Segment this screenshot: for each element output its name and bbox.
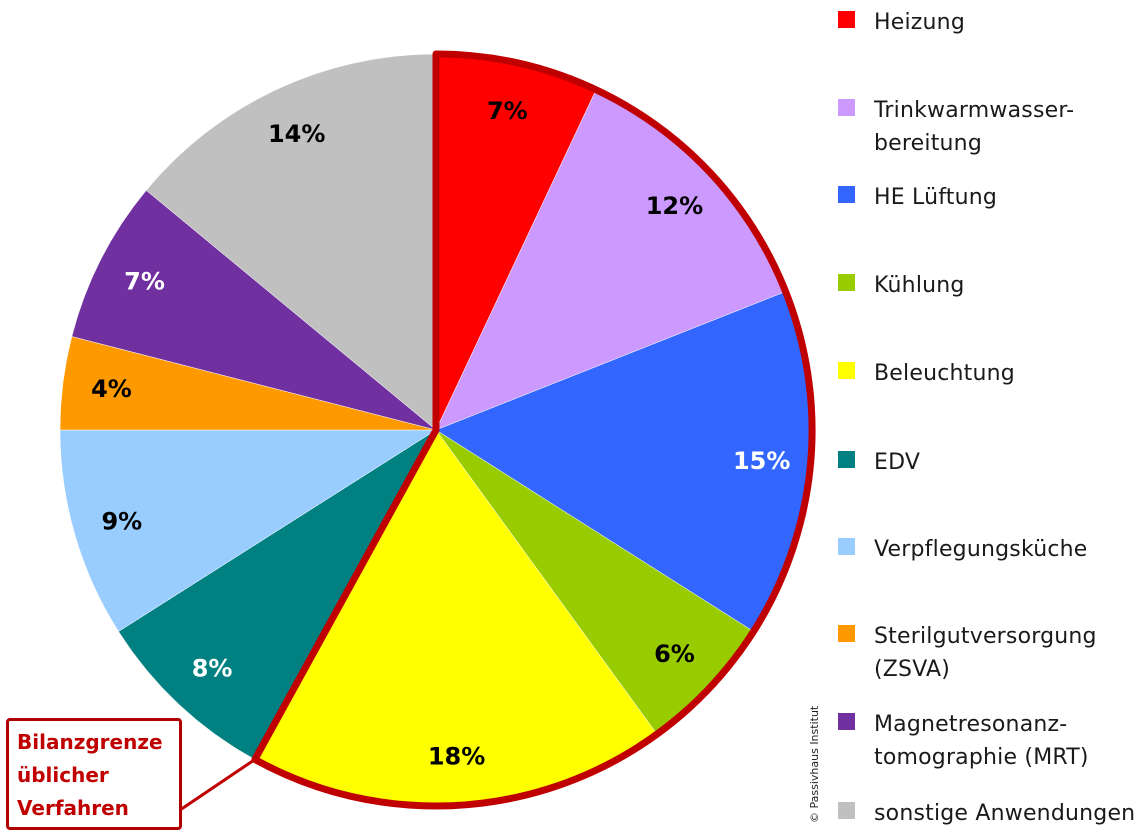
legend-label: Kühlung (874, 273, 965, 298)
slice-edv (118, 429, 437, 760)
pie-slices (59, 53, 813, 807)
legend-swatch (838, 362, 855, 379)
slice-value-label-kühlung: 6% (654, 640, 695, 668)
legend-item-magnetresonanz-tomographie-mrt: Magnetresonanz- tomographie (MRT) (838, 708, 1089, 774)
legend-item-trinkwarmwasser-bereitung: Trinkwarmwasser- bereitung (838, 94, 1074, 160)
slice-verpflegungsküche (59, 429, 437, 632)
legend-label: EDV (874, 450, 921, 475)
legend-item-sonstige-anwendungen: sonstige Anwendungen (838, 797, 1135, 830)
legend-item-edv: EDV (838, 446, 920, 479)
legend-label: HE Lüftung (874, 185, 998, 210)
legend-swatch (838, 274, 855, 291)
legend-item-kühlung: Kühlung (838, 269, 965, 302)
boundary-outline (251, 50, 816, 810)
legend-label: Verpflegungsküche (874, 537, 1088, 562)
slice-value-label-beleuchtung: 18% (428, 742, 485, 770)
slice-value-label-trinkwarmwasser-bereitung: 12% (646, 192, 703, 220)
legend-swatch (838, 186, 855, 203)
legend-item-he-lüftung: HE Lüftung (838, 181, 997, 214)
slice-value-label-magnetresonanz-tomographie-mrt: 7% (124, 267, 165, 295)
legend-item-verpflegungsküche: Verpflegungsküche (838, 533, 1088, 566)
slice-value-label-heizung: 7% (487, 97, 528, 125)
slice-value-label-sonstige-anwendungen: 14% (268, 120, 325, 148)
legend-swatch (838, 538, 855, 555)
slice-value-label-sterilgutversorgung-zsva: 4% (91, 375, 132, 403)
legend-swatch (838, 11, 855, 28)
callout-pointer (179, 758, 256, 812)
slice-value-label-edv: 8% (192, 654, 233, 682)
legend-label: Trinkwarmwasser- bereitung (874, 98, 1075, 156)
legend-swatch (838, 451, 855, 468)
legend-swatch (838, 99, 855, 116)
legend-label: sonstige Anwendungen (874, 801, 1136, 826)
slice-value-label-he-lüftung: 15% (733, 447, 790, 475)
legend-label: Beleuchtung (874, 361, 1015, 386)
legend-item-heizung: Heizung (838, 6, 965, 39)
copyright-note: © Passivhaus Institut (808, 705, 821, 823)
legend-swatch (838, 802, 855, 819)
pie-chart: 7% 12% 15% 6% 18% 8% 9% 4% 7% 14% (59, 50, 816, 812)
slice-labels: 7% 12% 15% 6% 18% 8% 9% 4% 7% 14% (91, 97, 790, 771)
slice-sonstige-anwendungen (145, 53, 437, 431)
legend-swatch (838, 713, 855, 730)
legend-swatch (838, 625, 855, 642)
legend-item-beleuchtung: Beleuchtung (838, 357, 1015, 390)
slice-magnetresonanz-tomographie-mrt (71, 189, 437, 431)
callout-box: Bilanzgrenze üblicher Verfahren (6, 718, 182, 830)
slice-value-label-verpflegungsküche: 9% (101, 507, 142, 535)
legend-label: Heizung (874, 10, 965, 35)
legend-label: Magnetresonanz- tomographie (MRT) (874, 712, 1089, 770)
legend-item-sterilgutversorgung-zsva: Sterilgutversorgung (ZSVA) (838, 620, 1097, 686)
callout-text: Bilanzgrenze üblicher Verfahren (17, 730, 163, 820)
legend-label: Sterilgutversorgung (ZSVA) (874, 624, 1097, 682)
legend: Heizung Trinkwarmwasser- bereitung HE Lüft… (838, 0, 1144, 840)
